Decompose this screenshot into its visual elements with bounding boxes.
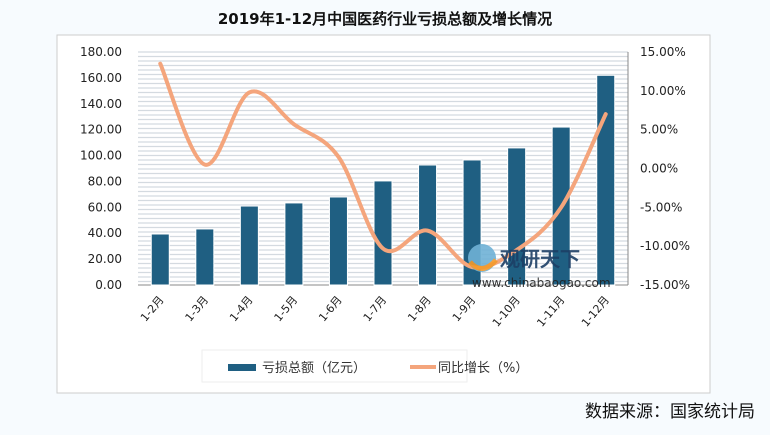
svg-text:www.chinabaogao.com: www.chinabaogao.com	[472, 276, 611, 290]
bar	[596, 74, 616, 286]
watermark: 观研天下 www.chinabaogao.com	[468, 244, 611, 290]
y-tick-label: 120.00	[80, 123, 122, 137]
y2-tick-label: -5.00%	[640, 200, 682, 214]
y-tick-label: 20.00	[88, 252, 122, 266]
y-tick-label: 80.00	[88, 174, 122, 188]
y-tick-label: 160.00	[80, 71, 122, 85]
y2-tick-label: 10.00%	[640, 84, 686, 98]
source-note: 数据来源：国家统计局	[585, 402, 755, 422]
legend: 亏损总额（亿元） 同比增长（%）	[201, 349, 528, 383]
growth-line	[158, 61, 608, 270]
y-tick-label: 40.00	[88, 226, 122, 240]
y2-tick-label: 15.00%	[640, 45, 686, 59]
bar	[239, 205, 259, 286]
bar	[328, 196, 348, 286]
legend-swatch-bar	[228, 364, 256, 371]
chart-title: 2019年1-12月中国医药行业亏损总额及增长情况	[218, 10, 552, 28]
bar	[418, 164, 438, 286]
svg-text:观研天下: 观研天下	[500, 247, 580, 271]
bar	[284, 202, 304, 286]
y-tick-label: 100.00	[80, 149, 122, 163]
y2-tick-label: 5.00%	[640, 123, 678, 137]
bar	[195, 228, 215, 286]
y-tick-label: 140.00	[80, 97, 122, 111]
y-tick-label: 0.00	[95, 278, 122, 292]
bar	[373, 180, 393, 286]
y2-tick-label: -10.00%	[640, 239, 690, 253]
y-tick-label: 180.00	[80, 45, 122, 59]
legend-label-line: 同比增长（%）	[438, 361, 528, 376]
bar	[150, 233, 170, 286]
legend-label-bar: 亏损总额（亿元）	[262, 361, 366, 376]
y-tick-label: 60.00	[88, 200, 122, 214]
y2-tick-label: -15.00%	[640, 278, 690, 292]
y2-tick-label: 0.00%	[640, 162, 678, 176]
